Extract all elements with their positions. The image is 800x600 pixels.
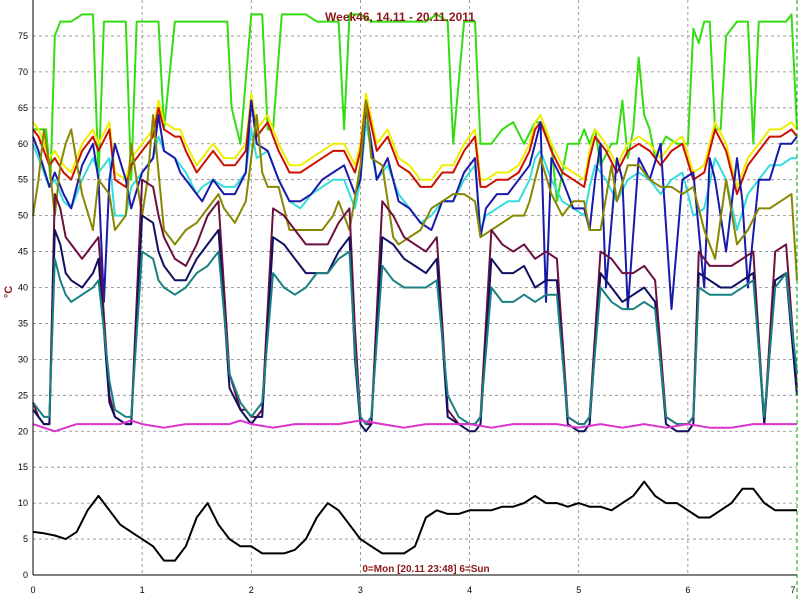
y-tick-label: 0 [23,570,28,580]
x-tick-label: 4 [467,585,472,595]
y-tick-label: 70 [18,67,28,77]
series-line-10 [32,419,797,433]
y-tick-label: 45 [18,247,28,257]
series-line-5 [32,99,798,311]
series-group [32,13,798,562]
series-line-3 [32,99,798,196]
y-tick-label: 5 [23,534,28,544]
series-line-6 [32,99,798,281]
series-line-9 [32,250,798,426]
y-tick-label: 15 [18,462,28,472]
chart-title: Week46, 14.11 - 20.11.2011 [325,10,475,24]
x-tick-label: 3 [358,585,363,595]
x-tick-label: 5 [576,585,581,595]
x-tick-label: 0 [30,585,35,595]
x-tick-label: 2 [249,585,254,595]
series-line-11 [32,480,797,562]
y-tick-label: 30 [18,354,28,364]
x-tick-label: 6 [685,585,690,595]
y-tick-label: 20 [18,426,28,436]
y-tick-label: 65 [18,103,28,113]
x-tick-label: 1 [140,585,145,595]
y-tick-label: 75 [18,31,28,41]
y-tick-label: 60 [18,139,28,149]
y-tick-label: 50 [18,211,28,221]
y-axis-label: °C [3,286,15,298]
x-tick-label: 7 [790,585,795,595]
series-line-2 [32,92,798,188]
y-tick-label: 35 [18,318,28,328]
y-tick-label: 25 [18,390,28,400]
y-tick-label: 10 [18,498,28,508]
y-tick-labels: 0 5 10 15 20 25 30 35 40 45 50 55 60 65 70 75 [18,31,28,580]
x-tick-labels: 0 1 2 3 4 5 6 7 [30,585,795,595]
x-axis-label: 0=Mon [20.11 23:48] 6=Sun [362,564,489,575]
y-tick-label: 40 [18,283,28,293]
y-tick-label: 55 [18,175,28,185]
